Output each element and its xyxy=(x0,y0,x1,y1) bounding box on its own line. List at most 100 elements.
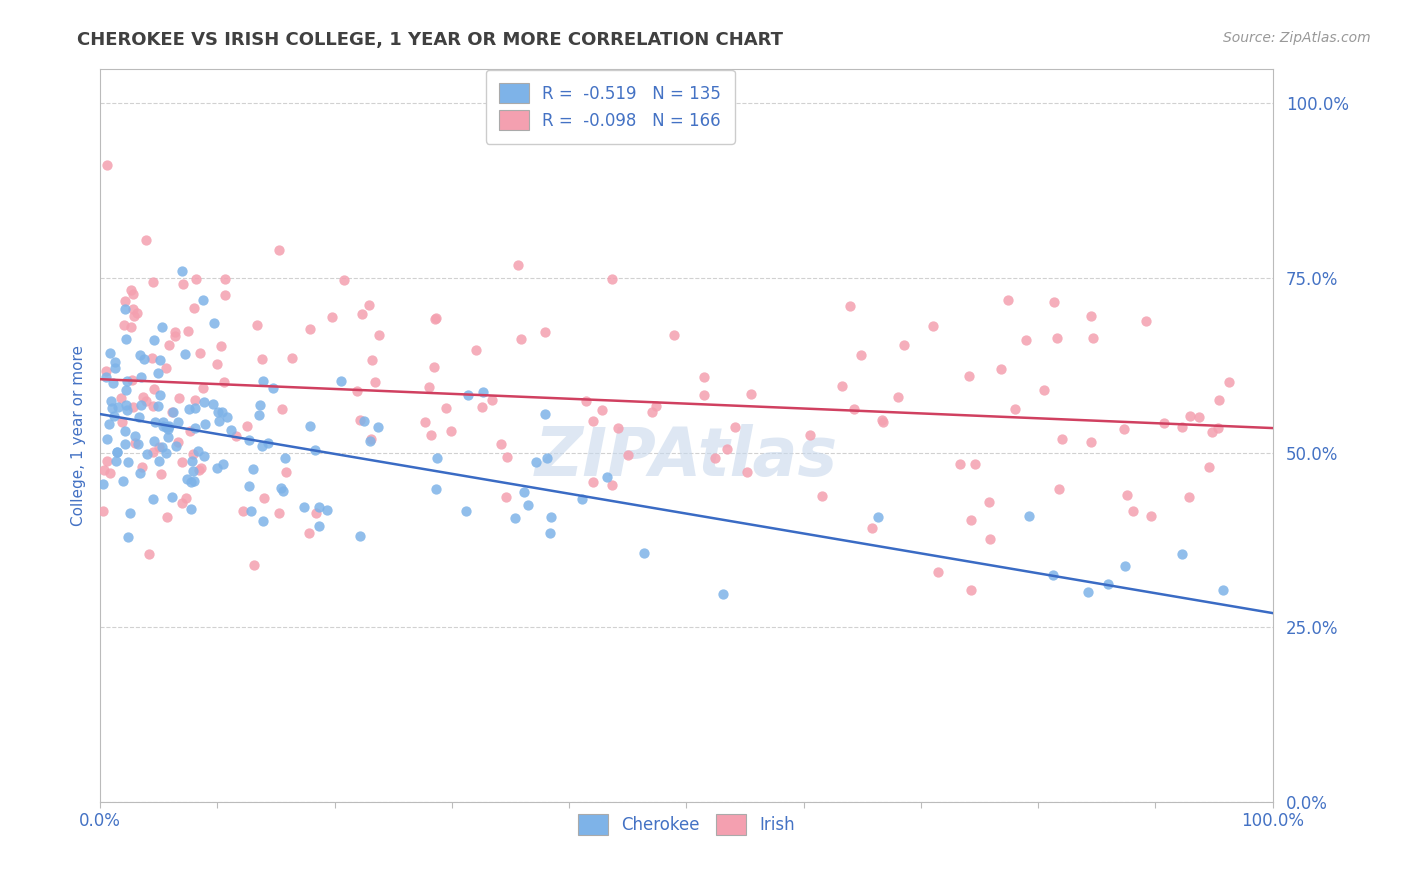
Point xyxy=(105,444,128,458)
Point xyxy=(111,474,134,488)
Point xyxy=(1140,509,1163,524)
Point xyxy=(1115,488,1137,502)
Point xyxy=(1171,420,1194,434)
Point xyxy=(180,454,202,468)
Point xyxy=(1212,582,1234,597)
Point xyxy=(124,428,146,442)
Point xyxy=(1198,459,1220,474)
Point xyxy=(252,515,274,529)
Point xyxy=(191,293,214,307)
Point xyxy=(249,398,271,412)
Point xyxy=(922,318,945,333)
Point xyxy=(271,483,294,498)
Point xyxy=(693,388,716,402)
Point xyxy=(101,401,124,415)
Point xyxy=(236,419,259,434)
Point xyxy=(997,293,1019,307)
Point xyxy=(990,361,1012,376)
Point xyxy=(1206,421,1229,435)
Point xyxy=(142,445,165,459)
Point xyxy=(138,547,160,561)
Point xyxy=(367,419,389,434)
Point xyxy=(120,319,142,334)
Point xyxy=(457,388,479,402)
Point xyxy=(122,301,145,316)
Point xyxy=(304,442,326,457)
Point xyxy=(1208,393,1230,408)
Point xyxy=(870,412,893,426)
Point xyxy=(96,157,118,171)
Point xyxy=(193,450,215,464)
Point xyxy=(799,428,821,442)
Point xyxy=(811,489,834,503)
Point xyxy=(157,419,180,434)
Point xyxy=(425,311,447,326)
Point xyxy=(963,458,986,472)
Point xyxy=(172,264,194,278)
Point xyxy=(360,432,382,446)
Point xyxy=(1201,425,1223,440)
Point xyxy=(1178,409,1201,424)
Point xyxy=(305,507,328,521)
Point xyxy=(633,545,655,559)
Point xyxy=(232,504,254,518)
Point xyxy=(496,450,519,464)
Point xyxy=(349,413,371,427)
Point xyxy=(703,451,725,466)
Point xyxy=(121,372,143,386)
Point xyxy=(534,407,557,421)
Point xyxy=(141,351,163,366)
Point xyxy=(93,476,115,491)
Point xyxy=(104,361,127,376)
Point xyxy=(252,374,274,388)
Legend: Cherokee, Irish: Cherokee, Irish xyxy=(568,805,806,845)
Point xyxy=(512,484,534,499)
Point xyxy=(163,326,186,340)
Point xyxy=(851,348,873,362)
Point xyxy=(107,401,129,415)
Point xyxy=(142,399,165,413)
Point xyxy=(425,310,447,325)
Point xyxy=(693,369,716,384)
Point xyxy=(346,384,368,399)
Point xyxy=(1122,503,1144,517)
Point xyxy=(202,316,225,330)
Point xyxy=(120,283,142,297)
Point xyxy=(93,463,115,477)
Point xyxy=(205,461,228,475)
Point xyxy=(250,439,273,453)
Point xyxy=(471,401,494,415)
Point xyxy=(115,403,138,417)
Point xyxy=(148,353,170,368)
Point xyxy=(184,392,207,407)
Point xyxy=(250,352,273,367)
Point xyxy=(872,415,894,429)
Point xyxy=(524,454,547,468)
Point xyxy=(246,318,269,332)
Point xyxy=(150,320,173,334)
Point xyxy=(263,381,285,395)
Point xyxy=(97,417,120,431)
Point xyxy=(114,301,136,316)
Point xyxy=(413,415,436,429)
Point xyxy=(418,380,440,394)
Point xyxy=(423,359,446,374)
Point xyxy=(104,354,127,368)
Point xyxy=(208,414,231,428)
Point xyxy=(540,509,562,524)
Point xyxy=(103,409,125,424)
Point xyxy=(359,298,381,312)
Point xyxy=(155,420,177,434)
Point xyxy=(152,415,174,429)
Point xyxy=(117,530,139,544)
Point xyxy=(735,466,758,480)
Point xyxy=(170,455,193,469)
Point xyxy=(105,445,128,459)
Point xyxy=(517,498,540,512)
Point xyxy=(110,391,132,405)
Point xyxy=(152,419,174,434)
Text: Source: ZipAtlas.com: Source: ZipAtlas.com xyxy=(1223,31,1371,45)
Point xyxy=(124,309,146,323)
Point xyxy=(298,526,321,541)
Point xyxy=(977,495,1000,509)
